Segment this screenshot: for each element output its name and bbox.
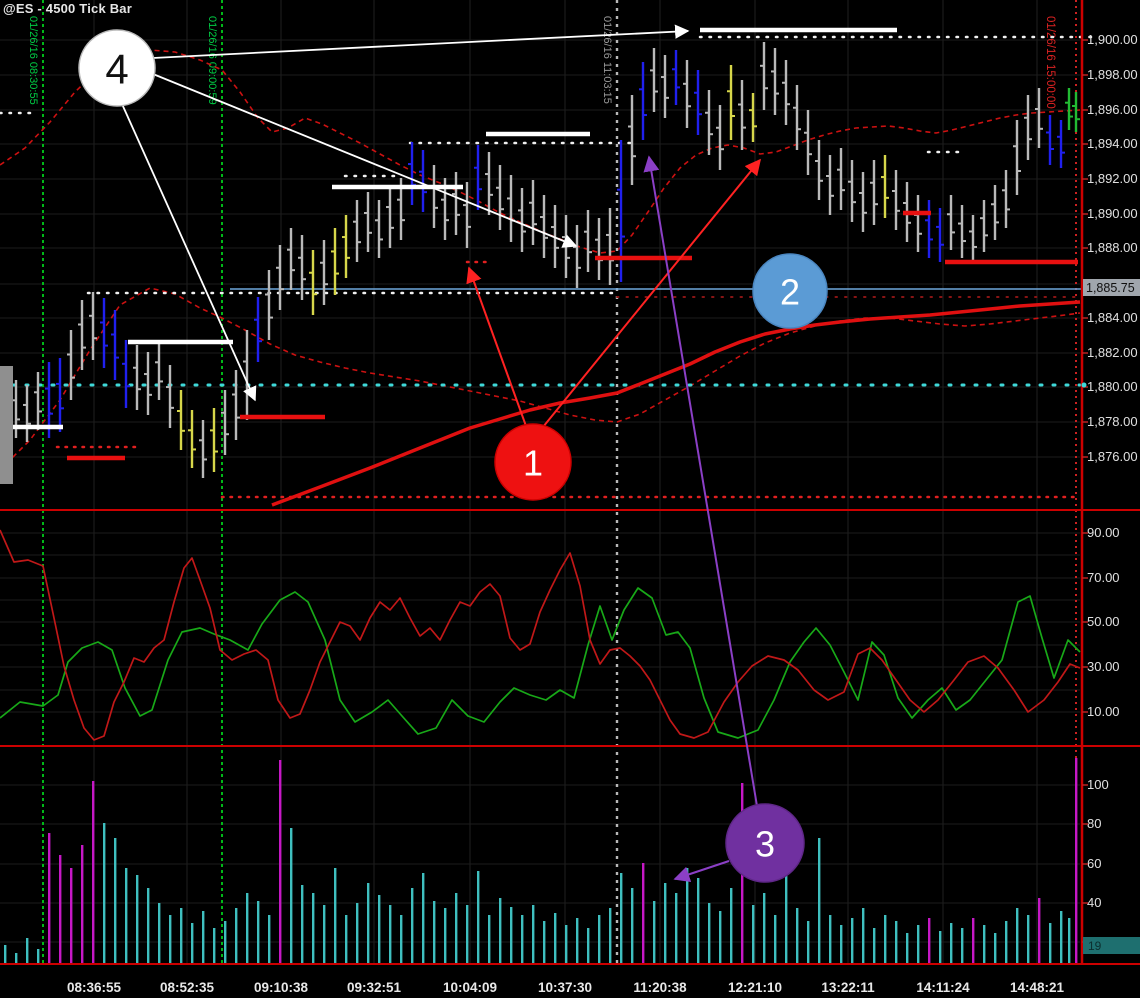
svg-text:01/26/16 08:30:55: 01/26/16 08:30:55: [27, 16, 39, 105]
svg-text:08:36:55: 08:36:55: [67, 980, 122, 995]
svg-text:1,888.00: 1,888.00: [1087, 240, 1138, 255]
svg-text:3: 3: [755, 824, 775, 865]
svg-text:1,892.00: 1,892.00: [1087, 171, 1138, 186]
svg-text:14:11:24: 14:11:24: [916, 980, 970, 995]
annotation-circle-3[interactable]: 3: [725, 803, 805, 883]
svg-text:1,894.00: 1,894.00: [1087, 136, 1138, 151]
svg-text:80: 80: [1087, 816, 1101, 831]
svg-text:1,880.00: 1,880.00: [1087, 379, 1138, 394]
price-axis: 1,900.00 1,898.00 1,896.00 1,894.00 1,892.00…: [1081, 32, 1138, 464]
svg-text:4: 4: [105, 46, 128, 93]
svg-text:09:10:38: 09:10:38: [254, 980, 309, 995]
last-volume-box: 19: [1083, 937, 1140, 954]
annotation-arrow[interactable]: [542, 158, 762, 428]
svg-text:01/26/16 15:00:00: 01/26/16 15:00:00: [1044, 16, 1056, 109]
session-lines: 01/26/16 08:30:55 01/26/16 09:00:59 01/26/…: [27, 0, 1077, 963]
left-edge-label: [0, 366, 13, 484]
svg-text:11:20:38: 11:20:38: [633, 980, 687, 995]
svg-text:70.00: 70.00: [1087, 570, 1120, 585]
svg-text:01/26/16 09:00:59: 01/26/16 09:00:59: [206, 16, 218, 105]
svg-text:1,885.75: 1,885.75: [1086, 281, 1135, 295]
svg-text:2: 2: [780, 272, 800, 313]
chart-title: @ES - 4500 Tick Bar: [3, 1, 132, 16]
svg-text:19: 19: [1088, 939, 1102, 953]
annotation-arrow[interactable]: [466, 266, 527, 427]
svg-text:09:32:51: 09:32:51: [347, 980, 402, 995]
svg-text:1,882.00: 1,882.00: [1087, 345, 1138, 360]
annotation-arrow[interactable]: [152, 73, 578, 248]
panel-borders: [0, 0, 1140, 965]
price-indicators: [0, 35, 1094, 507]
annotation-circle-4[interactable]: 4: [78, 29, 156, 107]
time-axis: 08:36:55 08:52:35 09:10:38 09:32:51 10:04:09…: [67, 980, 1065, 995]
svg-text:14:48:21: 14:48:21: [1010, 980, 1065, 995]
volume-bars: [4, 758, 1078, 963]
svg-text:10:37:30: 10:37:30: [538, 980, 592, 995]
svg-text:100: 100: [1087, 777, 1109, 792]
svg-text:1,896.00: 1,896.00: [1087, 102, 1138, 117]
oscillator-axis: 90.00 70.00 50.00 30.00 10.00: [1082, 525, 1120, 719]
oscillator-lines: [0, 529, 1081, 741]
level-segments: [7, 27, 1078, 461]
svg-text:13:22:11: 13:22:11: [821, 980, 875, 995]
svg-text:60: 60: [1087, 856, 1101, 871]
gridlines: [0, 0, 1080, 963]
annotation-layer: 4 1 2 3: [78, 24, 828, 883]
svg-text:01/26/16 11:03:15: 01/26/16 11:03:15: [601, 16, 613, 104]
annotation-arrow[interactable]: [121, 103, 257, 402]
svg-text:1,884.00: 1,884.00: [1087, 310, 1138, 325]
svg-text:12:21:10: 12:21:10: [728, 980, 782, 995]
svg-text:1,878.00: 1,878.00: [1087, 414, 1138, 429]
svg-text:1,890.00: 1,890.00: [1087, 206, 1138, 221]
annotation-circle-2[interactable]: 2: [752, 253, 828, 329]
svg-text:50.00: 50.00: [1087, 614, 1120, 629]
svg-text:1,900.00: 1,900.00: [1087, 32, 1138, 47]
svg-text:30.00: 30.00: [1087, 659, 1120, 674]
annotation-arrow[interactable]: [152, 24, 690, 59]
svg-text:90.00: 90.00: [1087, 525, 1120, 540]
svg-text:08:52:35: 08:52:35: [160, 980, 215, 995]
annotation-circle-1[interactable]: 1: [494, 423, 572, 501]
svg-text:1,876.00: 1,876.00: [1087, 449, 1138, 464]
last-price-box: 1,885.75: [1083, 279, 1140, 296]
svg-text:1,898.00: 1,898.00: [1087, 67, 1138, 82]
svg-text:10:04:09: 10:04:09: [443, 980, 497, 995]
svg-text:10.00: 10.00: [1087, 704, 1120, 719]
svg-text:1: 1: [523, 443, 543, 484]
annotation-arrow[interactable]: [673, 860, 730, 883]
svg-text:40: 40: [1087, 895, 1101, 910]
price-bars: [1, 42, 1080, 478]
annotation-arrow[interactable]: [643, 155, 758, 807]
